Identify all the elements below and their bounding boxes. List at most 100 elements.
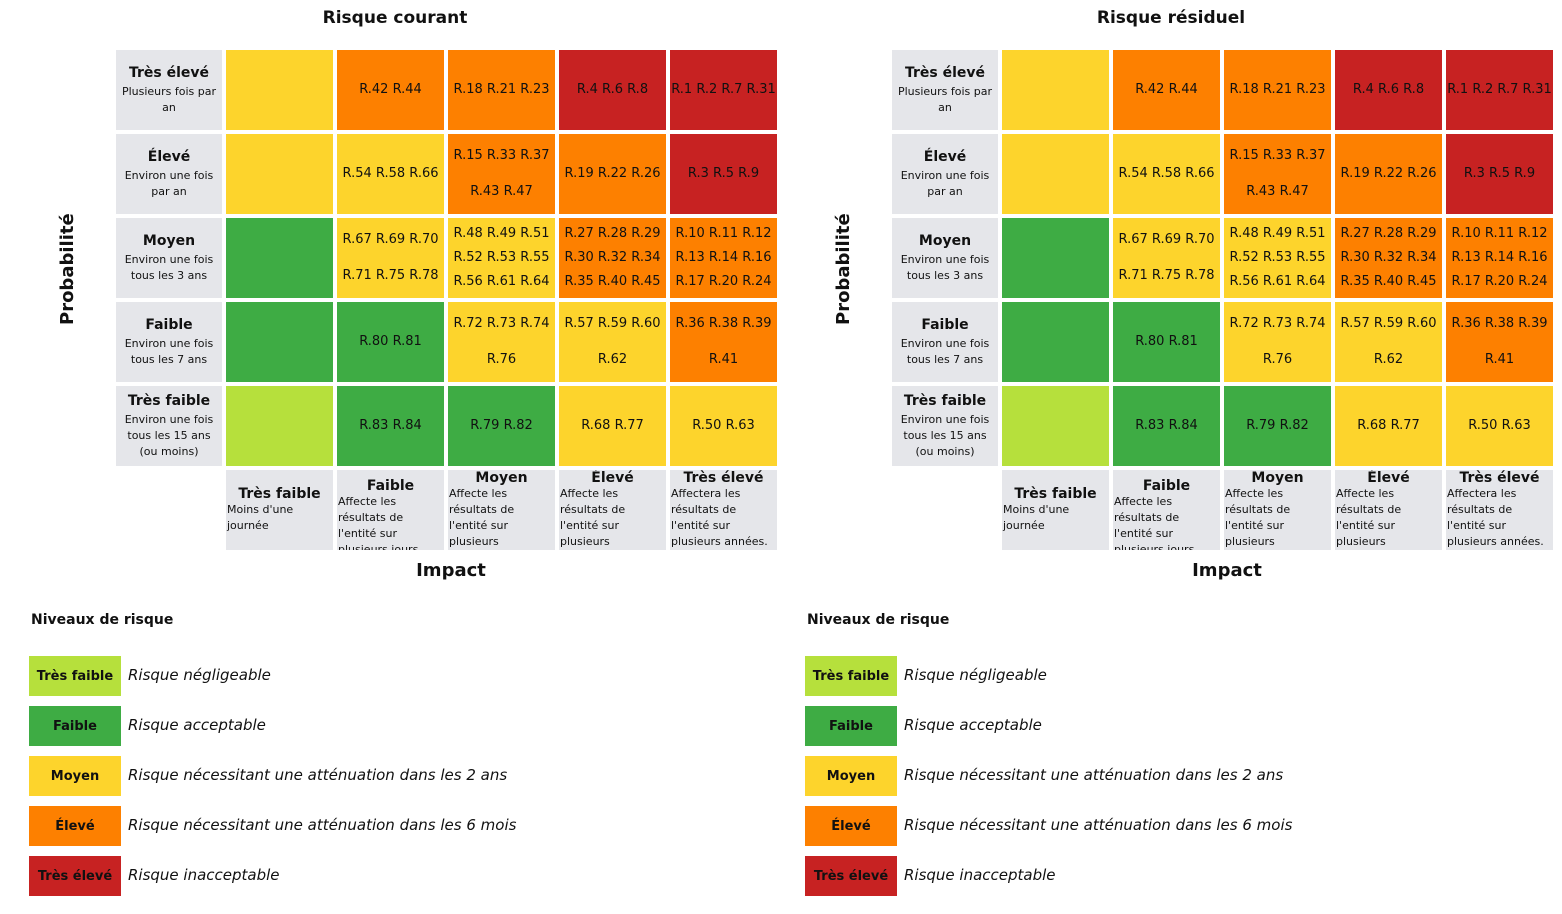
impact-level: Très élevé <box>1459 470 1540 486</box>
legend-title: Niveaux de risque <box>807 612 950 628</box>
impact-header: Très élevé Affectera les résultats de l'e… <box>670 470 777 550</box>
impact-header: Faible Affecte les résultats de l'entité … <box>337 470 444 550</box>
risk-ids: R.42 R.44 <box>1135 82 1198 97</box>
legend-description: Risque acceptable <box>128 716 266 734</box>
risk-ids: R.43 R.47 <box>1246 184 1309 199</box>
legend-swatch: Très faible <box>29 656 121 696</box>
impact-level: Faible <box>1142 478 1191 494</box>
probability-level: Moyen <box>142 232 196 249</box>
risk-cell: R.42 R.44 <box>337 50 444 130</box>
risk-ids: R.42 R.44 <box>359 82 422 97</box>
risk-cell <box>1002 386 1109 466</box>
risk-ids: R.76 <box>1262 352 1293 367</box>
risk-cell: R.72 R.73 R.74 R.76 <box>1224 302 1331 382</box>
risk-cell <box>1002 302 1109 382</box>
probability-level: Faible <box>921 316 969 333</box>
legend-item: Faible Risque acceptable <box>29 706 769 746</box>
legend-item: Très élevé Risque inacceptable <box>805 856 1545 896</box>
impact-desc: Affecte les résultats de l'entité sur pl… <box>338 495 419 550</box>
y-axis-label: Probabilité <box>833 213 854 325</box>
risk-cell: R.54 R.58 R.66 <box>337 134 444 214</box>
risk-cell: R.79 R.82 <box>1224 386 1331 466</box>
impact-level: Très élevé <box>683 470 764 486</box>
risk-cell: R.1 R.2 R.7 R.31 <box>1446 50 1553 130</box>
risk-ids: R.30 R.32 R.34 <box>564 250 661 265</box>
legend-swatch: Élevé <box>805 806 897 846</box>
probability-level: Moyen <box>918 232 972 249</box>
probability-level: Très élevé <box>904 64 986 81</box>
risk-ids: R.18 R.21 R.23 <box>453 82 550 97</box>
risk-cell: R.36 R.38 R.39 R.41 <box>1446 302 1553 382</box>
impact-level: Très faible <box>238 486 321 502</box>
risk-ids: R.15 R.33 R.37 <box>1229 148 1326 163</box>
risk-ids: R.41 <box>1484 352 1515 367</box>
risk-cell: R.50 R.63 <box>1446 386 1553 466</box>
risk-cell: R.67 R.69 R.70 R.71 R.75 R.78 <box>1113 218 1220 298</box>
impact-level: Élevé <box>591 470 634 486</box>
risk-ids: R.80 R.81 <box>359 334 422 349</box>
risk-ids: R.52 R.53 R.55 <box>1229 250 1326 265</box>
legend-description: Risque nécessitant une atténuation dans … <box>904 766 1284 784</box>
probability-header: Faible Environ une fois tous les 7 ans <box>116 302 222 382</box>
legend-item: Très faible Risque négligeable <box>805 656 1545 696</box>
risk-ids: R.41 <box>708 352 739 367</box>
probability-desc: Environ une fois tous les 3 ans <box>124 252 214 282</box>
risk-cell <box>226 302 333 382</box>
impact-header: Élevé Affecte les résultats de l'entité s… <box>1335 470 1442 550</box>
legend-swatch: Moyen <box>805 756 897 796</box>
risk-cell: R.19 R.22 R.26 <box>559 134 666 214</box>
risk-ids: R.68 R.77 <box>1357 418 1420 433</box>
risk-ids: R.35 R.40 R.45 <box>564 274 661 289</box>
risk-ids: R.27 R.28 R.29 <box>1340 226 1437 241</box>
risk-cell: R.50 R.63 <box>670 386 777 466</box>
risk-ids: R.10 R.11 R.12 <box>675 226 772 241</box>
risk-ids: R.4 R.6 R.8 <box>1352 82 1425 97</box>
risk-cell <box>226 386 333 466</box>
legend-description: Risque acceptable <box>904 716 1042 734</box>
risk-cell: R.79 R.82 <box>448 386 555 466</box>
risk-cell: R.1 R.2 R.7 R.31 <box>670 50 777 130</box>
matrix-panel-residual: Risque résiduel Probabilité Très élevé Pl… <box>776 0 1556 914</box>
impact-header: Très élevé Affectera les résultats de l'e… <box>1446 470 1553 550</box>
probability-desc: Environ une fois par an <box>124 168 214 198</box>
risk-ids: R.15 R.33 R.37 <box>453 148 550 163</box>
legend-swatch: Très élevé <box>805 856 897 896</box>
risk-cell: R.3 R.5 R.9 <box>1446 134 1553 214</box>
probability-header: Très faible Environ une fois tous les 15 … <box>892 386 998 466</box>
probability-header: Très faible Environ une fois tous les 15 … <box>116 386 222 466</box>
probability-header: Moyen Environ une fois tous les 3 ans <box>116 218 222 298</box>
impact-header: Moyen Affecte les résultats de l'entité s… <box>1224 470 1331 550</box>
risk-cell <box>1002 218 1109 298</box>
legend-swatch: Élevé <box>29 806 121 846</box>
impact-header: Très faible Moins d'une journée <box>1002 470 1109 550</box>
risk-cell: R.67 R.69 R.70 R.71 R.75 R.78 <box>337 218 444 298</box>
risk-cell: R.3 R.5 R.9 <box>670 134 777 214</box>
risk-cell <box>226 218 333 298</box>
legend-description: Risque négligeable <box>904 666 1047 684</box>
probability-header: Élevé Environ une fois par an <box>892 134 998 214</box>
risk-ids: R.4 R.6 R.8 <box>576 82 649 97</box>
legend-swatch: Très élevé <box>29 856 121 896</box>
risk-ids: R.68 R.77 <box>581 418 644 433</box>
risk-ids: R.71 R.75 R.78 <box>1118 268 1215 283</box>
probability-header: Très élevé Plusieurs fois par an <box>892 50 998 130</box>
risk-cell <box>226 50 333 130</box>
impact-level: Élevé <box>1367 470 1410 486</box>
matrix-title: Risque courant <box>322 8 468 28</box>
impact-level: Moyen <box>475 470 528 486</box>
probability-header: Très élevé Plusieurs fois par an <box>116 50 222 130</box>
impact-header: Faible Affecte les résultats de l'entité … <box>1113 470 1220 550</box>
legend-swatch: Faible <box>805 706 897 746</box>
legend-description: Risque inacceptable <box>128 866 280 884</box>
probability-level: Faible <box>145 316 193 333</box>
risk-cell: R.42 R.44 <box>1113 50 1220 130</box>
risk-ids: R.71 R.75 R.78 <box>342 268 439 283</box>
legend-description: Risque nécessitant une atténuation dans … <box>904 816 1293 834</box>
risk-cell: R.27 R.28 R.29 R.30 R.32 R.34 R.35 R.40 R.… <box>559 218 666 298</box>
legend-description: Risque nécessitant une atténuation dans … <box>128 766 508 784</box>
legend-item: Très élevé Risque inacceptable <box>29 856 769 896</box>
risk-cell: R.48 R.49 R.51 R.52 R.53 R.55 R.56 R.61 R.… <box>448 218 555 298</box>
legend-swatch: Moyen <box>29 756 121 796</box>
legend-item: Très faible Risque négligeable <box>29 656 769 696</box>
risk-cell: R.10 R.11 R.12 R.13 R.14 R.16 R.17 R.20 R.… <box>1446 218 1553 298</box>
